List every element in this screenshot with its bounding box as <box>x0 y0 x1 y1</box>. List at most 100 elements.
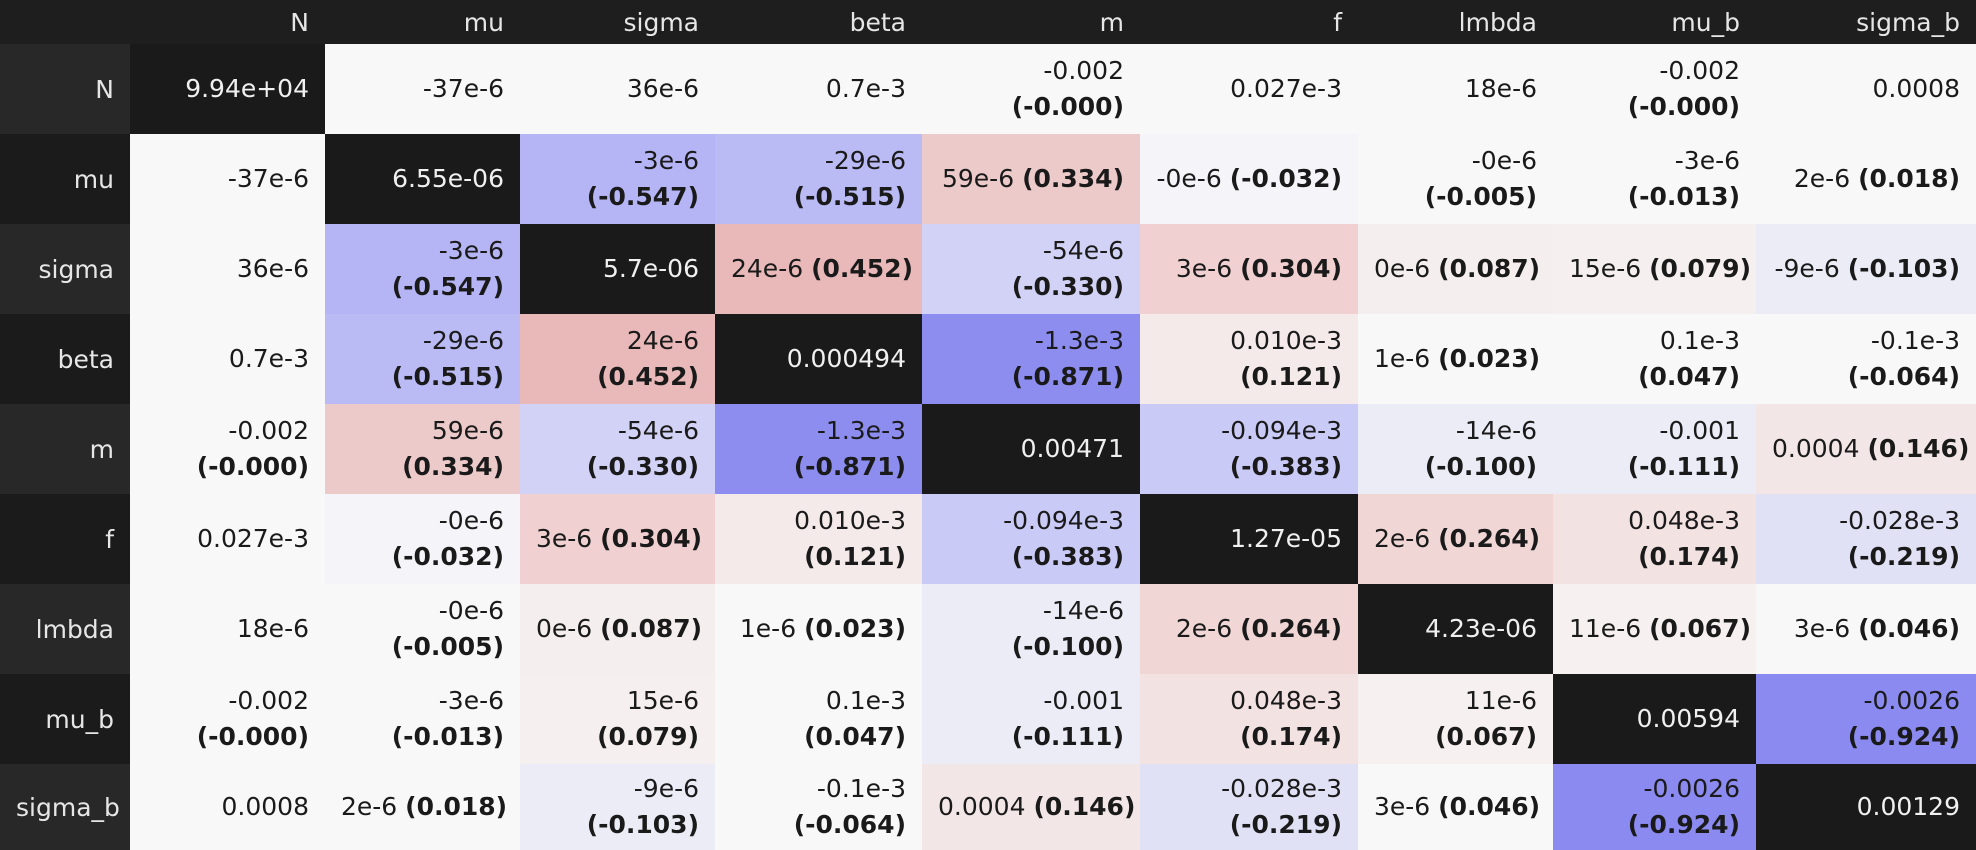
cell-value: 0.048e-3 <box>1230 686 1342 715</box>
cell-correlation: (0.304) <box>1240 254 1342 283</box>
row-header-N: N <box>0 44 130 134</box>
matrix-cell: 11e-6 (0.067) <box>1358 674 1553 764</box>
matrix-cell: -0e-6 (-0.032) <box>1140 134 1358 224</box>
matrix-cell: -0.028e-3 (-0.219) <box>1140 764 1358 850</box>
matrix-cell: 1.27e-05 <box>1140 494 1358 584</box>
matrix-cell: 3e-6 (0.304) <box>1140 224 1358 314</box>
cell-value: 0.0008 <box>221 792 309 821</box>
matrix-cell: 2e-6 (0.018) <box>1756 134 1976 224</box>
matrix-cell: 2e-6 (0.018) <box>325 764 520 850</box>
matrix-cell: 0.0008 <box>1756 44 1976 134</box>
cell-value: 36e-6 <box>626 74 699 103</box>
cell-value: 9.94e+04 <box>185 74 309 103</box>
cell-correlation: (0.334) <box>1022 164 1124 193</box>
cell-correlation: (-0.219) <box>1847 542 1960 571</box>
matrix-cell: -0.002 (-0.000) <box>1553 44 1756 134</box>
matrix-cell: -54e-6 (-0.330) <box>922 224 1140 314</box>
cell-correlation: (-0.547) <box>586 182 699 211</box>
matrix-cell: 59e-6 (0.334) <box>325 404 520 494</box>
matrix-cell: -37e-6 <box>130 134 325 224</box>
matrix-cell: 0.048e-3 (0.174) <box>1553 494 1756 584</box>
column-header-sigma-b: sigma_b <box>1756 0 1976 44</box>
matrix-cell: 0.010e-3 (0.121) <box>1140 314 1358 404</box>
cell-value: 0.1e-3 <box>1659 326 1740 355</box>
cell-correlation: (0.174) <box>1638 542 1740 571</box>
cell-correlation: (-0.924) <box>1847 722 1960 751</box>
cell-value: 0.7e-3 <box>228 344 309 373</box>
matrix-cell: -37e-6 <box>325 44 520 134</box>
cell-value: -0.002 <box>228 416 309 445</box>
cell-value: 2e-6 <box>341 792 398 821</box>
cell-value: -0.094e-3 <box>1003 506 1124 535</box>
cell-value: 0e-6 <box>1374 254 1431 283</box>
cell-correlation: (0.146) <box>1033 792 1136 821</box>
cell-correlation: (-0.547) <box>391 272 504 301</box>
cell-value: -1.3e-3 <box>1034 326 1124 355</box>
matrix-cell: 11e-6 (0.067) <box>1553 584 1756 674</box>
cell-correlation: (0.079) <box>1649 254 1752 283</box>
cell-value: 36e-6 <box>236 254 309 283</box>
cell-correlation: (0.174) <box>1240 722 1342 751</box>
cell-correlation: (0.023) <box>1438 344 1541 373</box>
matrix-cell: -0.002 (-0.000) <box>130 674 325 764</box>
cell-value: -37e-6 <box>227 164 309 193</box>
matrix-cell: -0.028e-3 (-0.219) <box>1756 494 1976 584</box>
cell-correlation: (-0.000) <box>196 452 309 481</box>
cell-value: -0.028e-3 <box>1839 506 1960 535</box>
matrix-cell: -1.3e-3 (-0.871) <box>715 404 922 494</box>
cell-value: 3e-6 <box>1175 254 1233 283</box>
row-header-mu-b: mu_b <box>0 674 130 764</box>
matrix-cell: 2e-6 (0.264) <box>1358 494 1553 584</box>
cell-value: -0.002 <box>228 686 309 715</box>
cell-value: 4.23e-06 <box>1425 614 1537 643</box>
cell-value: -9e-6 <box>633 774 699 803</box>
cell-value: 0.000494 <box>786 344 906 373</box>
matrix-cell: 0e-6 (0.087) <box>1358 224 1553 314</box>
matrix-cell: -0.001 (-0.111) <box>1553 404 1756 494</box>
cell-value: -0.028e-3 <box>1221 774 1342 803</box>
cell-value: -29e-6 <box>824 146 906 175</box>
matrix-cell: 0.0004 (0.146) <box>1756 404 1976 494</box>
table-row: N 9.94e+04 -37e-6 36e-6 0.7e-3 -0.002 (-0.000)… <box>0 44 1976 134</box>
matrix-cell: 18e-6 <box>130 584 325 674</box>
cell-correlation: (-0.064) <box>793 810 906 839</box>
cell-value: 3e-6 <box>1793 614 1851 643</box>
cell-value: 1e-6 <box>1374 344 1431 373</box>
cell-value: -54e-6 <box>1042 236 1124 265</box>
cell-value: -0e-6 <box>1156 164 1222 193</box>
cell-correlation: (-0.000) <box>196 722 309 751</box>
matrix-cell: -29e-6 (-0.515) <box>715 134 922 224</box>
cell-correlation: (0.046) <box>1858 614 1960 643</box>
matrix-cell: -54e-6 (-0.330) <box>520 404 715 494</box>
cell-correlation: (-0.064) <box>1847 362 1960 391</box>
cell-value: 18e-6 <box>1464 74 1537 103</box>
cell-correlation: (-0.219) <box>1229 810 1342 839</box>
cell-value: -0.1e-3 <box>816 774 906 803</box>
cell-value: 0.7e-3 <box>825 74 906 103</box>
cell-correlation: (-0.032) <box>1229 164 1342 193</box>
cell-value: 59e-6 <box>431 416 504 445</box>
matrix-cell: 1e-6 (0.023) <box>1358 314 1553 404</box>
cell-correlation: (0.334) <box>402 452 504 481</box>
matrix-cell: 18e-6 <box>1358 44 1553 134</box>
matrix-cell: 15e-6 (0.079) <box>520 674 715 764</box>
cell-correlation: (0.264) <box>1240 614 1342 643</box>
cell-correlation: (-0.100) <box>1424 452 1537 481</box>
row-header-lmbda: lmbda <box>0 584 130 674</box>
cell-value: 0.0004 <box>1772 434 1860 463</box>
cell-value: 18e-6 <box>236 614 309 643</box>
matrix-cell: 0.000494 <box>715 314 922 404</box>
matrix-cell: 36e-6 <box>520 44 715 134</box>
row-header-sigma-b: sigma_b <box>0 764 130 850</box>
cell-correlation: (0.047) <box>804 722 906 751</box>
cell-value: -0.094e-3 <box>1221 416 1342 445</box>
cell-correlation: (0.047) <box>1638 362 1740 391</box>
matrix-cell: -0.1e-3 (-0.064) <box>715 764 922 850</box>
cell-value: 6.55e-06 <box>392 164 504 193</box>
cell-value: -3e-6 <box>438 686 504 715</box>
cell-value: 3e-6 <box>1374 792 1431 821</box>
cell-correlation: (-0.330) <box>1011 272 1124 301</box>
matrix-cell: 24e-6 (0.452) <box>715 224 922 314</box>
